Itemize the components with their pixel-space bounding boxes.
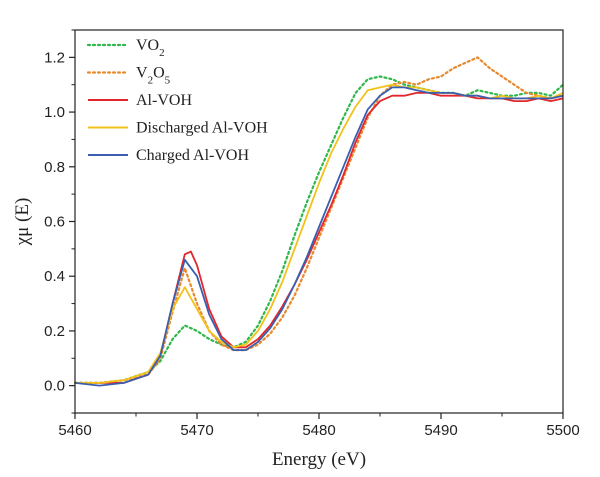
x-tick-label: 5500 [546, 422, 579, 439]
legend-label-4: Discharged Al-VOH [136, 120, 268, 137]
y-tick-label: 0.4 [44, 268, 65, 285]
x-tick-label: 5460 [58, 422, 91, 439]
x-axis-title: Energy (eV) [272, 449, 366, 470]
y-tick-label: 0.2 [44, 323, 65, 340]
legend-label-1: VO2 [136, 37, 165, 59]
y-tick-label: 0.0 [44, 378, 65, 395]
y-tick-label: 0.8 [44, 159, 65, 176]
y-axis-title: χμ (E) [12, 198, 33, 247]
x-axis-ticks: 5460 5470 5480 5490 5500 [58, 413, 580, 439]
y-tick-label: 1.2 [44, 49, 65, 66]
legend-label-2: V2O5 [136, 65, 171, 87]
series-line-2 [73, 56, 565, 384]
x-tick-label: 5490 [424, 422, 457, 439]
plot-series [73, 56, 565, 387]
legend-label-5: Charged Al-VOH [136, 147, 249, 164]
series-line-5 [74, 86, 564, 387]
x-tick-label: 5470 [180, 422, 213, 439]
y-axis-ticks: 0.0 0.2 0.4 0.6 0.8 1.0 1.2 [44, 29, 75, 414]
y-tick-label: 0.6 [44, 214, 65, 231]
plot-frame [74, 29, 564, 414]
legend-label-3: Al-VOH [136, 92, 192, 109]
x-tick-label: 5480 [302, 422, 335, 439]
legend: VO2 V2O5 Al-VOH Discharged Al-VOH Charged Al… [86, 37, 268, 164]
series-line-1 [73, 75, 565, 384]
y-tick-label: 1.0 [44, 104, 65, 121]
